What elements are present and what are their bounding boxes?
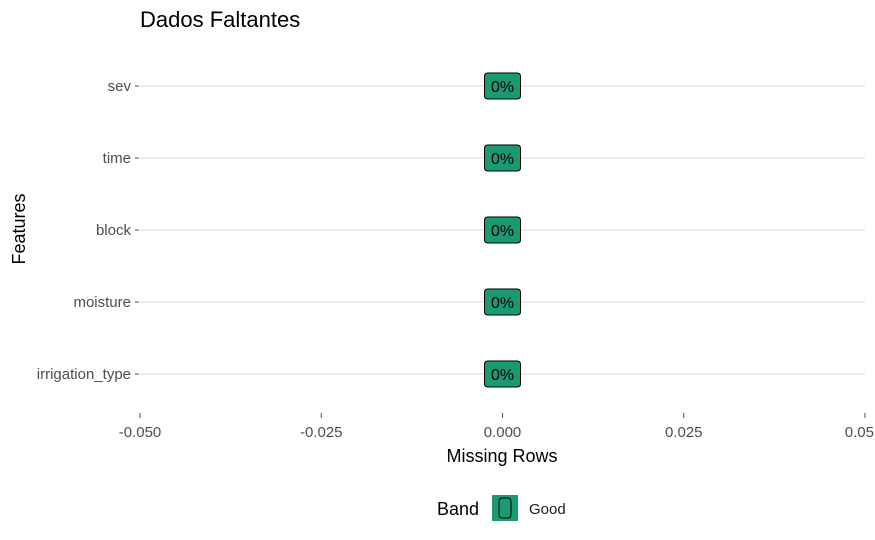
- legend-key-good: [492, 495, 518, 521]
- x-tick-label: -0.050: [119, 424, 162, 441]
- data-label-box-block: [484, 216, 521, 244]
- y-tick-label-time: time: [103, 150, 131, 167]
- data-label-irrigation_type: 0%: [491, 367, 514, 384]
- y-tick-label-block: block: [96, 222, 132, 239]
- x-tick-label: -0.025: [300, 424, 343, 441]
- bars: 0% 0% 0% 0% 0%: [484, 72, 521, 388]
- data-label-box-moisture: [484, 288, 521, 316]
- data-label-moisture: 0%: [491, 295, 514, 312]
- x-tick-label: 0.000: [484, 424, 522, 441]
- legend: Band Good: [437, 495, 566, 521]
- data-label-box-time: [484, 144, 521, 172]
- data-label-block: 0%: [491, 223, 514, 240]
- y-tick-label-moisture: moisture: [73, 294, 131, 311]
- data-label-sev: 0%: [491, 79, 514, 96]
- data-label-box-sev: [484, 72, 521, 100]
- x-tick-label: 0.025: [665, 424, 703, 441]
- chart-title: Dados Faltantes: [140, 7, 300, 32]
- x-axis: -0.050 -0.025 0.000 0.025 0.05: [119, 413, 874, 441]
- x-tick-label: 0.05: [845, 424, 874, 441]
- y-tick-label-irrigation_type: irrigation_type: [37, 366, 131, 383]
- data-label-time: 0%: [491, 151, 514, 168]
- legend-label-good: Good: [529, 501, 566, 518]
- data-label-box-irrigation_type: [484, 360, 521, 388]
- y-tick-label-sev: sev: [108, 78, 132, 95]
- y-axis: sev time block moisture irrigation_type: [37, 78, 139, 383]
- legend-key-outline: [498, 497, 512, 519]
- legend-title: Band: [437, 499, 479, 519]
- x-axis-title: Missing Rows: [446, 446, 557, 466]
- y-axis-title: Features: [9, 193, 29, 264]
